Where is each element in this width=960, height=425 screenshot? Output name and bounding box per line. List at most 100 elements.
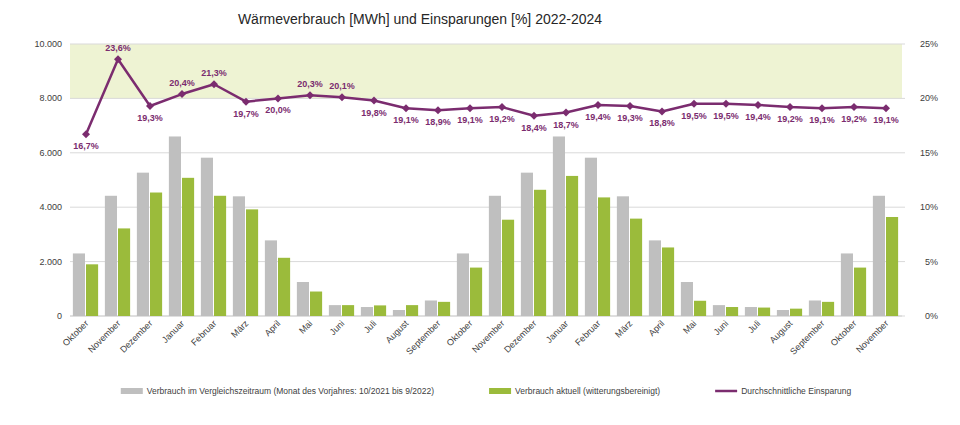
data-label: 19,2% [777, 114, 803, 124]
data-label: 19,2% [489, 114, 515, 124]
bar [713, 305, 725, 316]
data-label: 23,6% [105, 43, 131, 53]
marks [73, 55, 898, 316]
bar [86, 264, 98, 316]
legend-item: Verbrauch im Vergleichszeitraum (Monat d… [121, 386, 434, 396]
y2-tick [902, 261, 905, 262]
x-tick-label: April [263, 318, 283, 338]
bar [841, 253, 853, 316]
bar [246, 209, 258, 316]
legend-label: Verbrauch im Vergleichszeitraum (Monat d… [147, 386, 434, 396]
bar [73, 253, 85, 316]
x-tick-label: Oktober [829, 318, 859, 348]
x-tick-label: November [854, 318, 890, 354]
grid-line [70, 207, 902, 208]
x-tick-label: Februar [573, 318, 602, 347]
data-label: 19,5% [713, 111, 739, 121]
bar [425, 300, 437, 316]
legend-item: Durchschnittliche Einsparung [715, 386, 851, 396]
x-tick-label: März [613, 318, 635, 340]
marker [210, 80, 218, 88]
marker [818, 104, 826, 112]
bar [745, 307, 757, 316]
data-label: 19,1% [457, 115, 483, 125]
marker [594, 101, 602, 109]
data-label: 19,4% [585, 112, 611, 122]
x-tick-label: November [470, 318, 506, 354]
bar [630, 219, 642, 316]
bar [662, 247, 674, 316]
bar [105, 196, 117, 316]
bar [169, 136, 181, 316]
y2-tick [902, 207, 905, 208]
marker [850, 103, 858, 111]
x-tick-label: November [86, 318, 122, 354]
x-tick-label: April [647, 318, 667, 338]
bar [265, 240, 277, 316]
x-tick-label: Februar [189, 318, 218, 347]
data-label: 18,8% [649, 118, 675, 128]
bar [822, 302, 834, 316]
x-tick-label: Dezember [502, 318, 538, 354]
legend-item: Verbrauch aktuell (witterungsbereinigt) [489, 386, 660, 396]
bar [502, 220, 514, 316]
bar [201, 158, 213, 316]
data-label: 18,4% [521, 123, 547, 133]
bar [758, 308, 770, 316]
x-tick-label: Oktober [61, 318, 91, 348]
grid-line [70, 261, 902, 262]
marker [338, 93, 346, 101]
data-label: 19,1% [809, 115, 835, 125]
x-tick-label: Dezember [118, 318, 154, 354]
bar [150, 193, 162, 316]
marker [498, 103, 506, 111]
data-label: 18,9% [425, 117, 451, 127]
y2-tick-label: 25% [920, 39, 938, 49]
y-tick-label: 8.000 [39, 93, 62, 103]
marker [626, 102, 634, 110]
y-tick-label: 0 [57, 311, 62, 321]
bar [617, 196, 629, 316]
data-label: 19,3% [617, 113, 643, 123]
marker [82, 130, 90, 138]
x-tick-label: August [768, 318, 795, 345]
marker [370, 97, 378, 105]
bar [585, 158, 597, 316]
data-label: 19,1% [393, 115, 419, 125]
data-label: 19,5% [681, 111, 707, 121]
y2-tick-label: 20% [920, 93, 938, 103]
y2-tick [902, 152, 905, 153]
x-tick-label: Mai [681, 318, 698, 335]
marker [306, 91, 314, 99]
x-tick-label: Januar [160, 318, 187, 345]
bar [873, 196, 885, 316]
x-tick-label: März [229, 318, 251, 340]
bar [553, 136, 565, 316]
bar [182, 178, 194, 316]
bar [521, 173, 533, 316]
bar [854, 268, 866, 316]
grid-line [70, 152, 902, 153]
bar [470, 268, 482, 316]
bar [214, 196, 226, 316]
labels: 16,7%23,6%19,3%20,4%21,3%19,7%20,0%20,3%… [73, 43, 899, 151]
bar [393, 310, 405, 316]
marker [530, 112, 538, 120]
bar [329, 305, 341, 316]
marker [114, 55, 122, 63]
x-tick-label: Juni [328, 318, 347, 337]
data-label: 20,4% [169, 78, 195, 88]
data-label: 19,3% [137, 113, 163, 123]
data-label: 18,7% [553, 120, 579, 130]
marker [690, 100, 698, 108]
bar [694, 301, 706, 316]
bar [777, 310, 789, 316]
data-label: 19,8% [361, 108, 387, 118]
data-label: 20,0% [265, 105, 291, 115]
marker [786, 103, 794, 111]
bar [457, 253, 469, 316]
data-label: 19,1% [873, 115, 899, 125]
x-tick-label: Juli [362, 318, 379, 335]
title: Wärmeverbrauch [MWh] und Einsparungen [%… [238, 11, 602, 27]
bar [118, 228, 130, 316]
